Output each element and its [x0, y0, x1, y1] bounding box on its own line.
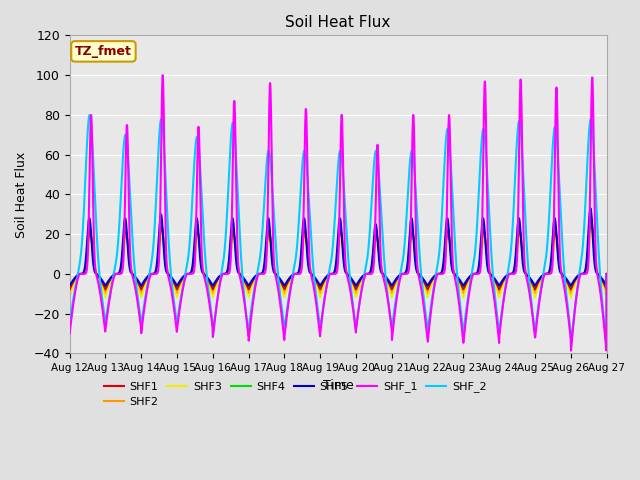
- SHF4: [365, 271, 373, 276]
- SHF4: [353, 282, 361, 288]
- SHF5: [603, 271, 611, 277]
- Y-axis label: Soil Heat Flux: Soil Heat Flux: [15, 151, 28, 238]
- SHF1: [365, 271, 373, 276]
- SHF2: [216, 275, 223, 281]
- SHF2: [603, 271, 611, 277]
- SHF1: [570, 280, 578, 286]
- SHF4: [603, 271, 611, 277]
- Line: SHF5: SHF5: [70, 208, 607, 286]
- SHF_2: [86, 112, 93, 118]
- SHF1: [603, 271, 611, 277]
- SHF5: [570, 278, 578, 284]
- SHF_2: [603, 271, 611, 277]
- SHF_2: [571, 309, 579, 314]
- SHF_1: [159, 72, 166, 78]
- SHF1: [216, 274, 223, 280]
- SHF1: [66, 287, 74, 293]
- SHF2: [556, 255, 563, 261]
- SHF_1: [556, 232, 563, 238]
- Title: Soil Heat Flux: Soil Heat Flux: [285, 15, 391, 30]
- SHF_1: [567, 348, 575, 354]
- SHF3: [603, 271, 611, 277]
- SHF_2: [66, 321, 74, 326]
- SHF5: [556, 264, 563, 270]
- SHF_2: [365, 235, 373, 240]
- SHF_2: [494, 321, 502, 327]
- SHF2: [570, 282, 578, 288]
- SHF_1: [494, 330, 502, 336]
- SHF1: [494, 284, 502, 290]
- SHF3: [66, 295, 74, 300]
- SHF2: [494, 287, 502, 293]
- SHF5: [586, 205, 594, 211]
- Line: SHF_1: SHF_1: [70, 75, 607, 351]
- SHF3: [494, 290, 502, 296]
- SHF_1: [354, 314, 362, 320]
- SHF2: [365, 271, 373, 276]
- SHF_1: [365, 271, 373, 277]
- SHF_2: [354, 314, 362, 320]
- SHF3: [353, 290, 361, 296]
- SHF5: [353, 281, 361, 287]
- Line: SHF3: SHF3: [70, 230, 607, 298]
- SHF4: [216, 274, 223, 280]
- SHF_2: [567, 344, 575, 350]
- Line: SHF2: SHF2: [70, 224, 607, 294]
- Line: SHF_2: SHF_2: [70, 115, 607, 347]
- SHF_1: [603, 271, 611, 277]
- SHF1: [556, 259, 563, 264]
- SHF3: [216, 276, 223, 282]
- SHF4: [556, 262, 563, 268]
- SHF1: [353, 284, 361, 289]
- SHF5: [365, 271, 373, 276]
- SHF4: [587, 211, 595, 217]
- X-axis label: Time: Time: [323, 379, 353, 392]
- Text: TZ_fmet: TZ_fmet: [75, 45, 132, 58]
- SHF3: [570, 284, 578, 290]
- SHF5: [494, 281, 502, 287]
- SHF_1: [571, 311, 579, 316]
- SHF3: [556, 252, 563, 258]
- SHF2: [353, 287, 361, 293]
- SHF3: [365, 271, 373, 276]
- SHF5: [216, 274, 223, 279]
- Legend: SHF1, SHF2, SHF3, SHF4, SHF5, SHF_1, SHF_2: SHF1, SHF2, SHF3, SHF4, SHF5, SHF_1, SHF…: [99, 377, 491, 411]
- Line: SHF1: SHF1: [70, 218, 607, 290]
- SHF4: [494, 282, 502, 288]
- SHF4: [570, 279, 578, 285]
- SHF4: [66, 285, 74, 291]
- Line: SHF4: SHF4: [70, 214, 607, 288]
- SHF5: [66, 283, 74, 288]
- SHF2: [66, 291, 74, 297]
- SHF_1: [216, 283, 223, 288]
- SHF_1: [66, 331, 74, 336]
- SHF_2: [216, 281, 223, 287]
- SHF2: [588, 221, 595, 227]
- SHF3: [588, 228, 596, 233]
- SHF1: [588, 216, 595, 221]
- SHF_2: [556, 182, 563, 188]
